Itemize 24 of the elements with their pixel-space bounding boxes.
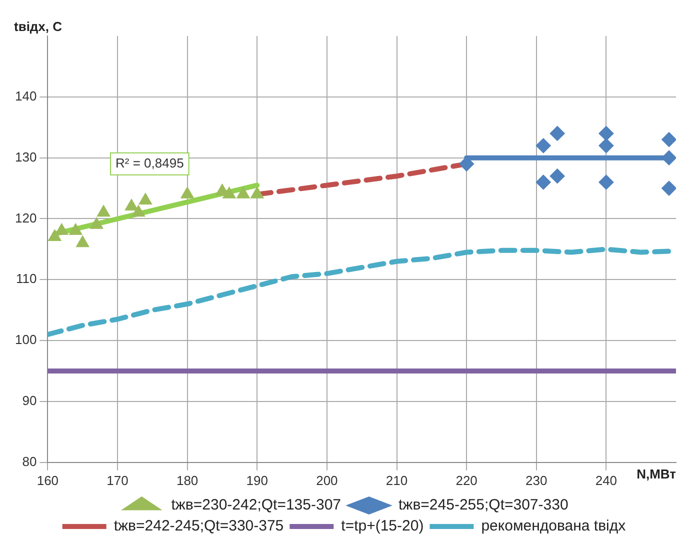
y-axis-title: tвідх, С — [14, 19, 63, 34]
legend-label: t=tp+(15-20) — [341, 518, 424, 535]
legend-label: tжв=230-242;Qt=135-307 — [171, 496, 342, 514]
y-tick-label: 120 — [14, 210, 37, 226]
x-tick-label: 210 — [386, 472, 408, 488]
x-tick-label: 180 — [176, 472, 198, 488]
y-tick-label: 90 — [22, 393, 37, 408]
y-tick-label: 110 — [16, 271, 37, 286]
y-tick-label: 140 — [14, 88, 37, 104]
legend-label: tжв=242-245;Qt=330-375 — [114, 518, 284, 535]
y-tick-label: 130 — [14, 149, 37, 164]
y-tick-label: 80 — [22, 454, 37, 469]
x-axis-title: N,МВт — [636, 466, 676, 482]
x-tick-label: 220 — [456, 472, 478, 488]
x-tick-label: 170 — [106, 472, 128, 488]
legend-label: рекомендована tвідх — [481, 518, 626, 535]
x-tick-label: 200 — [316, 472, 338, 488]
x-tick-label: 230 — [526, 472, 548, 488]
x-tick-label: 190 — [246, 472, 268, 488]
annotation: R² = 0,8495 — [116, 156, 184, 170]
x-tick-label: 240 — [595, 472, 618, 488]
y-tick-label: 100 — [14, 332, 37, 348]
x-tick-label: 160 — [36, 472, 59, 488]
legend-label: tжв=245-255;Qt=307-330 — [398, 496, 568, 514]
